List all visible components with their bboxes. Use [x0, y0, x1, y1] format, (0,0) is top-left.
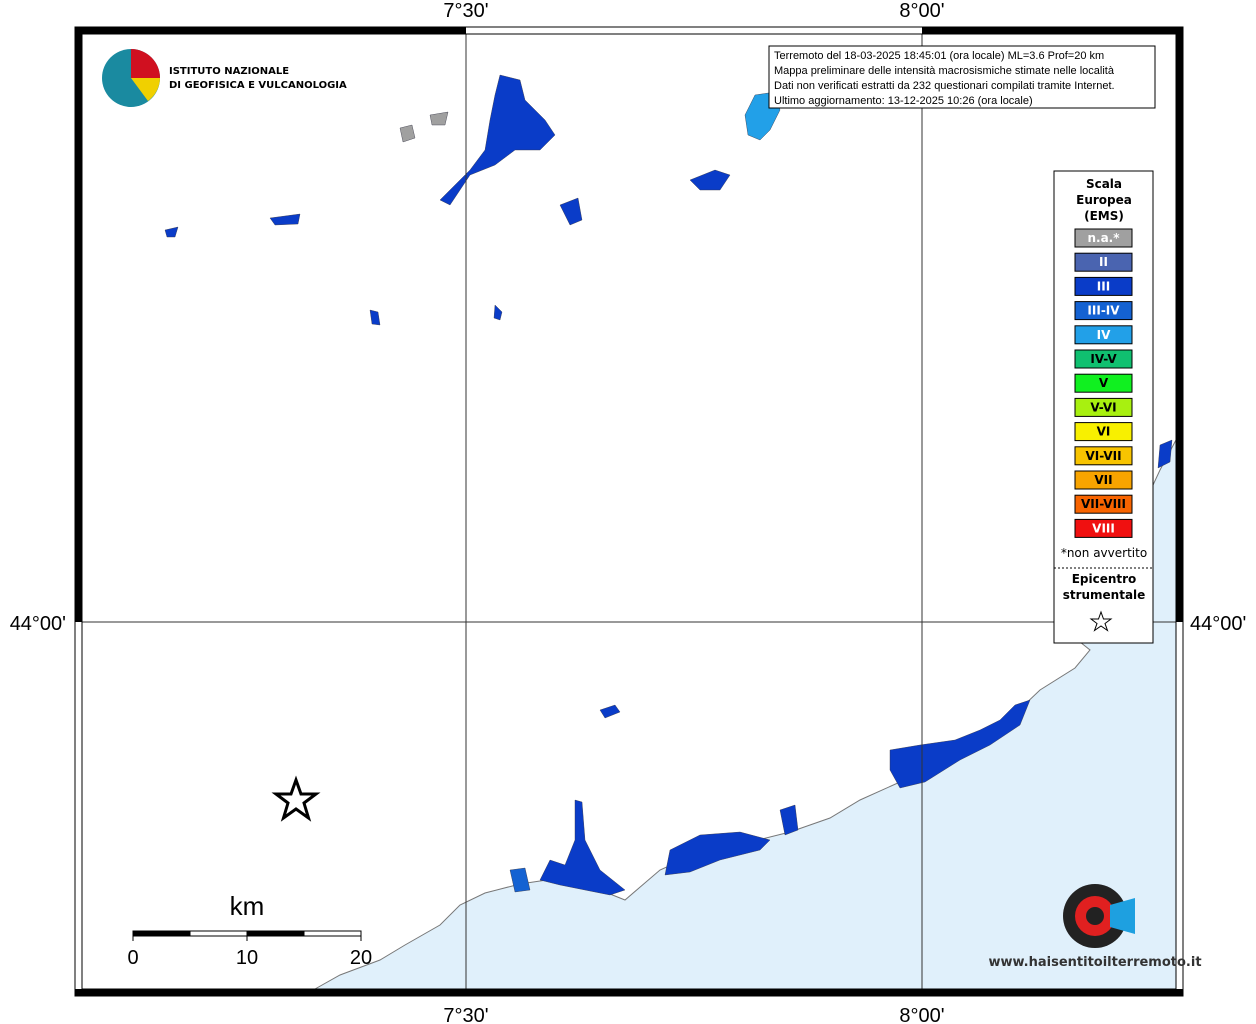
- legend-swatch: [1074, 494, 1133, 514]
- info-line: Mappa preliminare delle intensità macros…: [774, 65, 1115, 77]
- logo-sector: [131, 49, 160, 78]
- lon-label: 7°30': [443, 0, 488, 22]
- lat-label: 44°00': [1190, 613, 1246, 635]
- scale-segment: [246, 930, 305, 937]
- legend-star: [1089, 610, 1113, 632]
- legend-epicenter: strumentale: [1063, 588, 1146, 602]
- legend-items: n.a.*IIIIIIII-IVIVIV-VVV-VIVIVI-VIIVIIVI…: [1074, 228, 1133, 538]
- logo-text: ISTITUTO NAZIONALE: [169, 66, 289, 77]
- frame-segment: [75, 989, 1183, 996]
- logo-text: DI GEOFISICA E VULCANOLOGIA: [169, 80, 347, 91]
- frame-segment: [75, 27, 82, 622]
- legend-label: VIII: [1092, 521, 1115, 535]
- grid: [82, 34, 1176, 989]
- legend-swatch: [1074, 446, 1133, 466]
- epicenter: [271, 775, 321, 822]
- frame: [74, 26, 1184, 997]
- info-line: Dati non verificati estratti da 232 ques…: [774, 80, 1115, 92]
- legend-swatch: [1074, 325, 1133, 345]
- watermark-cone: [1110, 898, 1135, 934]
- lon-label: 8°00': [899, 0, 944, 22]
- legend-label: VI-VII: [1085, 449, 1121, 463]
- legend-label: VI: [1097, 425, 1111, 439]
- scale-bar: 0 10 20 km: [127, 891, 372, 969]
- lon-label: 7°30': [443, 1005, 488, 1024]
- legend-label: IV-V: [1090, 352, 1117, 366]
- legend-title: (EMS): [1084, 209, 1124, 223]
- lat-label: 44°00': [10, 613, 66, 635]
- legend-note: *non avvertito: [1061, 546, 1147, 560]
- legend-swatch: [1074, 252, 1133, 272]
- legend-swatch: [1074, 422, 1133, 442]
- watermark-text: www.haisentitoilterremoto.it: [988, 955, 1201, 970]
- legend-swatch: [1074, 470, 1133, 490]
- info-line: Ultimo aggiornamento: 13-12-2025 10:26 (…: [774, 95, 1033, 107]
- legend-swatch: [1074, 301, 1133, 321]
- info-box: [768, 45, 1156, 109]
- info-text: Terremoto del 18-03-2025 18:45:01 (ora l…: [774, 50, 1115, 107]
- legend-swatch: [1074, 349, 1133, 369]
- legend-label: n.a.*: [1087, 231, 1120, 245]
- legend-title: Europea: [1076, 193, 1132, 207]
- legend-swatch: [1074, 518, 1133, 538]
- legend-epicenter: Epicentro: [1072, 572, 1137, 586]
- scale-unit: km: [230, 891, 265, 921]
- legend-swatch: [1074, 228, 1133, 248]
- legend-label: III: [1097, 279, 1110, 293]
- legend-title: Scala: [1086, 177, 1122, 191]
- scale-segment: [303, 930, 362, 937]
- lon-label: 8°00': [899, 1005, 944, 1024]
- municipalities: [164, 74, 1173, 896]
- frame-segment: [1176, 27, 1183, 622]
- info-line: Terremoto del 18-03-2025 18:45:01 (ora l…: [774, 50, 1104, 62]
- watermark: www.haisentitoilterremoto.it: [988, 884, 1202, 970]
- scale-label: 0: [127, 947, 138, 969]
- scale-segment: [132, 930, 191, 937]
- legend-swatch: [1074, 397, 1133, 417]
- legend-label: V: [1099, 376, 1109, 390]
- scale-label: 20: [350, 947, 372, 969]
- logo-sector: [131, 78, 160, 101]
- logo: ISTITUTO NAZIONALE DI GEOFISICA E VULCAN…: [102, 49, 347, 107]
- watermark-ring: [1086, 907, 1104, 925]
- legend-swatch: [1074, 373, 1133, 393]
- legend-label: VII-VIII: [1081, 497, 1126, 511]
- frame-segment: [75, 27, 466, 34]
- legend-label: IV: [1097, 328, 1111, 342]
- legend-label: V-VI: [1090, 400, 1116, 414]
- scale-segment: [189, 930, 248, 937]
- legend-label: VII: [1094, 473, 1112, 487]
- legend-label: II: [1099, 255, 1108, 269]
- scale-label: 10: [236, 947, 258, 969]
- frame-segment: [922, 27, 1183, 34]
- sea: [313, 439, 1177, 990]
- legend-label: III-IV: [1087, 304, 1120, 318]
- legend-swatch: [1074, 276, 1133, 296]
